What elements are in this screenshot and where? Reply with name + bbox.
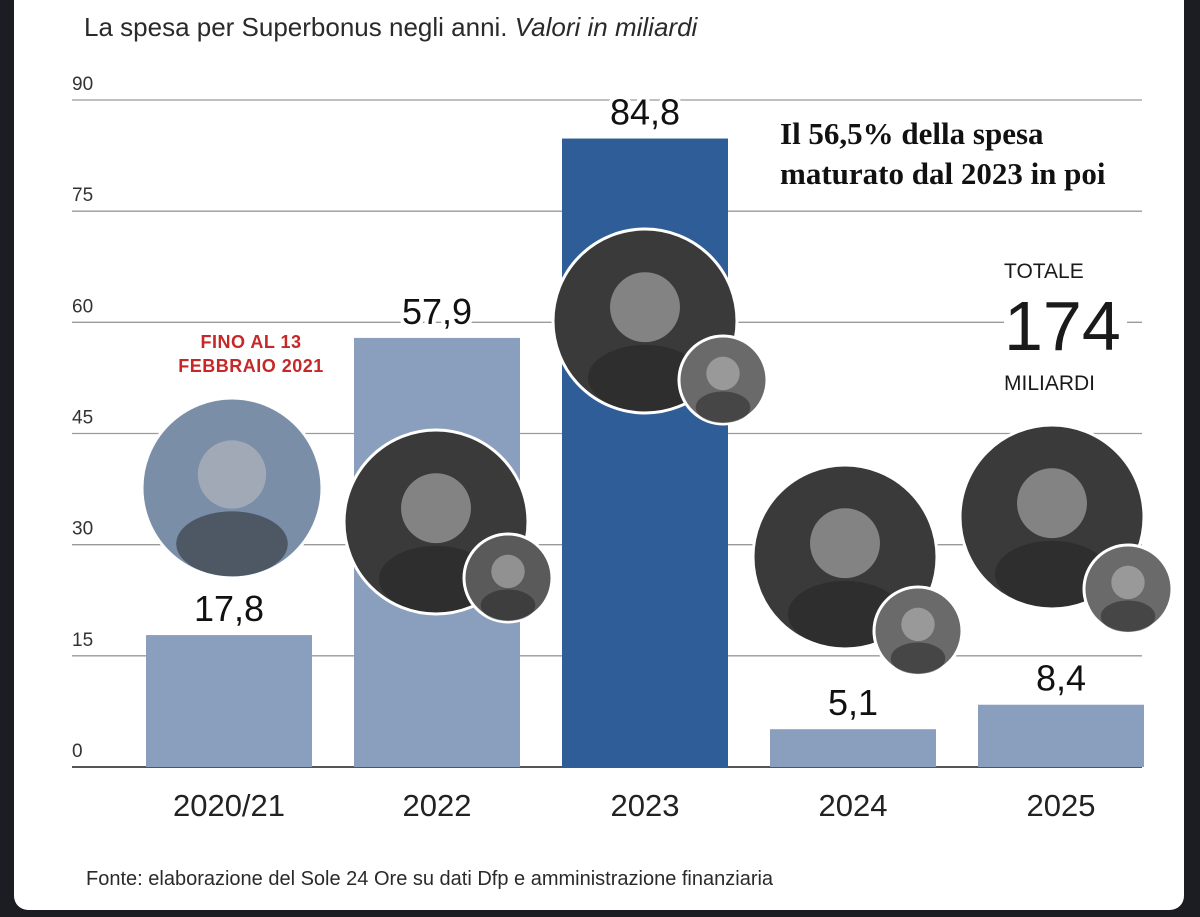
shoulders-shape (1100, 600, 1156, 633)
source-note: Fonte: elaborazione del Sole 24 Ore su d… (86, 868, 774, 890)
value-label: 5,1 (828, 682, 878, 723)
face-shape (197, 440, 267, 509)
y-tick-label: 60 (72, 296, 93, 317)
bar (146, 635, 312, 767)
face-shape (610, 272, 680, 343)
face-shape (401, 473, 471, 544)
title-italic: Valori in miliardi (514, 12, 698, 42)
value-labels: 17,8 57,9 84,8 5,1 8,4 (190, 88, 1090, 728)
y-tick-label: 75 (72, 185, 93, 206)
total-value: 174 (1004, 286, 1127, 366)
y-tick-label: 30 (72, 519, 93, 540)
bar (770, 729, 936, 767)
value-label: 84,8 (610, 92, 680, 133)
x-axis-labels: 2020/21 2022 2023 2024 2025 (173, 788, 1096, 823)
shoulders-shape (176, 511, 288, 577)
x-tick-label: 2025 (1027, 788, 1096, 823)
face-shape (810, 508, 880, 579)
x-tick-label: 2023 (611, 788, 680, 823)
y-tick-label: 0 (72, 741, 83, 762)
x-tick-label: 2022 (403, 788, 472, 823)
x-tick-label: 2020/21 (173, 788, 285, 823)
face-shape (1111, 565, 1145, 600)
shoulders-shape (587, 344, 703, 412)
photos (140, 227, 1174, 677)
face-shape (901, 607, 935, 642)
face-shape (1017, 468, 1087, 539)
bar (978, 704, 1144, 767)
value-label: 8,4 (1036, 658, 1086, 699)
total-unit: MILIARDI (1004, 372, 1096, 396)
shoulders-shape (994, 540, 1110, 608)
title-main: La spesa per Superbonus negli anni. (84, 12, 508, 42)
y-tick-label: 90 (72, 74, 93, 95)
face-shape (706, 356, 740, 391)
shoulders-shape (480, 589, 536, 622)
total-label: TOTALE (1004, 260, 1084, 284)
x-tick-label: 2024 (819, 788, 888, 823)
shoulders-shape (890, 642, 946, 675)
value-label: 17,8 (194, 588, 264, 629)
value-label: 57,9 (402, 291, 472, 332)
chart-card: La spesa per Superbonus negli anni. Valo… (14, 0, 1184, 910)
y-tick-label: 15 (72, 630, 93, 651)
shoulders-shape (378, 545, 494, 613)
date-note: FINO AL 13 FEBBRAIO 2021 (178, 332, 324, 376)
bar-chart: 0 15 30 45 60 75 90 17,8 57,9 84,8 5,1 8,4 2020/21… (72, 74, 1174, 823)
shoulders-shape (695, 391, 751, 424)
y-tick-label: 45 (72, 408, 93, 429)
chart-title: La spesa per Superbonus negli anni. Valo… (84, 12, 697, 43)
face-shape (491, 554, 525, 589)
callout-text: Il 56,5% della spesa maturato dal 2023 i… (780, 114, 1106, 194)
